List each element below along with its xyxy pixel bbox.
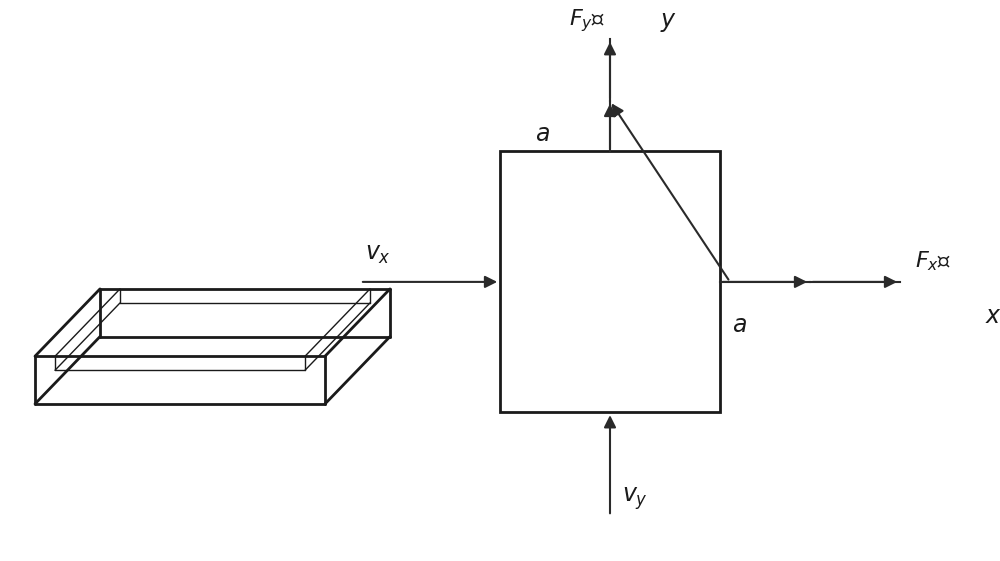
- Text: $a$: $a$: [732, 313, 747, 337]
- Text: $x$: $x$: [985, 304, 1000, 328]
- Text: $F_y$箱: $F_y$箱: [569, 7, 605, 34]
- Text: $v_x$: $v_x$: [365, 242, 391, 266]
- Text: $y$: $y$: [660, 10, 677, 34]
- Text: $F_x$箱: $F_x$箱: [915, 250, 951, 274]
- FancyBboxPatch shape: [500, 151, 720, 412]
- Text: $a$: $a$: [535, 122, 550, 146]
- Text: $v_y$: $v_y$: [622, 485, 648, 512]
